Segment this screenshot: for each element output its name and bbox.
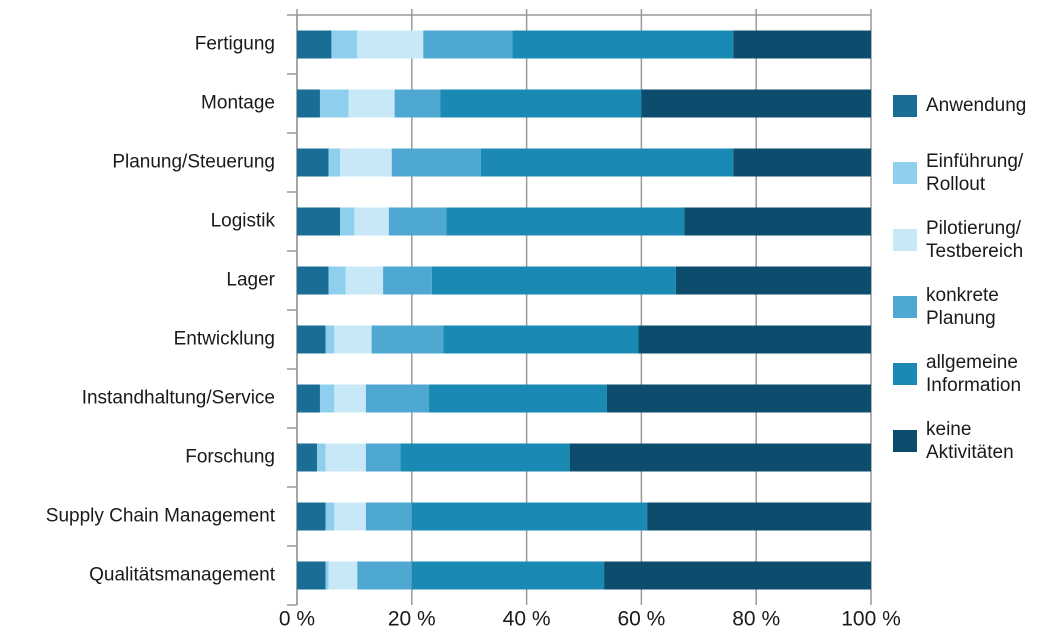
bar-segment (641, 89, 871, 118)
legend: Anwendung Einführung/ Rollout Pilotierung/… (893, 72, 1043, 474)
bar-segment (334, 325, 372, 354)
category-label: Forschung (185, 447, 275, 468)
legend-swatch (893, 295, 917, 318)
x-tick-label: 0 % (279, 608, 315, 631)
x-tick-label: 100 % (841, 608, 901, 631)
bar-segment (480, 148, 734, 177)
bar-segment (328, 561, 358, 590)
bar-segment (354, 207, 389, 236)
category-label: Instandhaltung/Service (82, 388, 275, 409)
bar-segment (365, 502, 412, 531)
category-label: Lager (226, 270, 275, 291)
legend-label: Anwendung (926, 95, 1027, 116)
category-label: Planung/Steuerung (112, 152, 275, 173)
legend-label: konkrete Planung (926, 284, 999, 329)
bar-segment (297, 443, 318, 472)
bar-segment (638, 325, 871, 354)
bar-segment (431, 266, 676, 295)
bar-segment (319, 89, 349, 118)
bar-segment (319, 384, 335, 413)
bar-segment (365, 443, 401, 472)
legend-item: Anwendung (893, 72, 1043, 139)
bar-segment (675, 266, 871, 295)
bar-segment (647, 502, 871, 531)
legend-swatch (893, 161, 917, 184)
bar-segment (443, 325, 639, 354)
bar-segment (411, 561, 605, 590)
bar-segment (297, 30, 332, 59)
bar-segment (345, 266, 384, 295)
bar-segment (388, 207, 447, 236)
bar-segment (733, 30, 871, 59)
bar-segment (325, 325, 335, 354)
legend-item: Pilotierung/ Testbereich (893, 206, 1043, 273)
bar-segment (684, 207, 871, 236)
bar-segment (297, 502, 326, 531)
bar-segment (733, 148, 871, 177)
bar-segment (357, 561, 412, 590)
bar-segment (411, 502, 648, 531)
bar-segment (446, 207, 685, 236)
legend-item: Einführung/ Rollout (893, 139, 1043, 206)
bar-segment (331, 30, 358, 59)
category-label: Entwicklung (174, 329, 275, 350)
category-label: Logistik (211, 211, 276, 232)
bar-segment (423, 30, 513, 59)
bar-segment (391, 148, 481, 177)
bar-segment (297, 89, 320, 118)
bar-segment (440, 89, 642, 118)
legend-swatch (893, 362, 917, 385)
bar-segment (328, 148, 341, 177)
bar-segment (325, 443, 366, 472)
bar-segment (348, 89, 395, 118)
bar-segment (297, 384, 320, 413)
bar-segment (325, 502, 335, 531)
legend-swatch (893, 94, 917, 117)
legend-label: keine Aktivitäten (926, 418, 1014, 463)
bar-segment (297, 148, 329, 177)
bar-segment (334, 502, 366, 531)
legend-swatch (893, 429, 917, 452)
legend-item: konkrete Planung (893, 273, 1043, 340)
x-tick-label: 60 % (617, 608, 665, 631)
legend-label: Pilotierung/ Testbereich (926, 217, 1024, 262)
bar-segment (328, 266, 346, 295)
bar-segment (297, 207, 341, 236)
bar-segment (400, 443, 570, 472)
bar-segment (394, 89, 441, 118)
bar-segment (317, 443, 326, 472)
category-label: Supply Chain Management (46, 506, 276, 527)
category-label: Montage (201, 93, 275, 114)
bar-segment (429, 384, 607, 413)
bar-segment (512, 30, 734, 59)
bar-segment (357, 30, 424, 59)
bar-segment (569, 443, 871, 472)
legend-label: Einführung/ Rollout (926, 150, 1024, 195)
bar-segment (604, 561, 871, 590)
legend-label: allgemeine Information (926, 351, 1022, 396)
bar-segment (606, 384, 871, 413)
bar-segment (325, 561, 329, 590)
x-tick-label: 40 % (503, 608, 551, 631)
bar-segment (297, 266, 329, 295)
bar-segment (340, 148, 392, 177)
category-label: Qualitätsmanagement (89, 565, 276, 586)
bar-segment (340, 207, 355, 236)
x-tick-label: 20 % (388, 608, 436, 631)
bar-segment (297, 325, 326, 354)
bar-segment (371, 325, 444, 354)
x-tick-label: 80 % (732, 608, 780, 631)
legend-item: allgemeine Information (893, 340, 1043, 407)
bar-segment (365, 384, 430, 413)
bar-segment (297, 561, 326, 590)
legend-swatch (893, 228, 917, 251)
category-label: Fertigung (195, 34, 275, 55)
bar-segment (383, 266, 432, 295)
bar-segment (334, 384, 366, 413)
legend-item: keine Aktivitäten (893, 407, 1043, 474)
